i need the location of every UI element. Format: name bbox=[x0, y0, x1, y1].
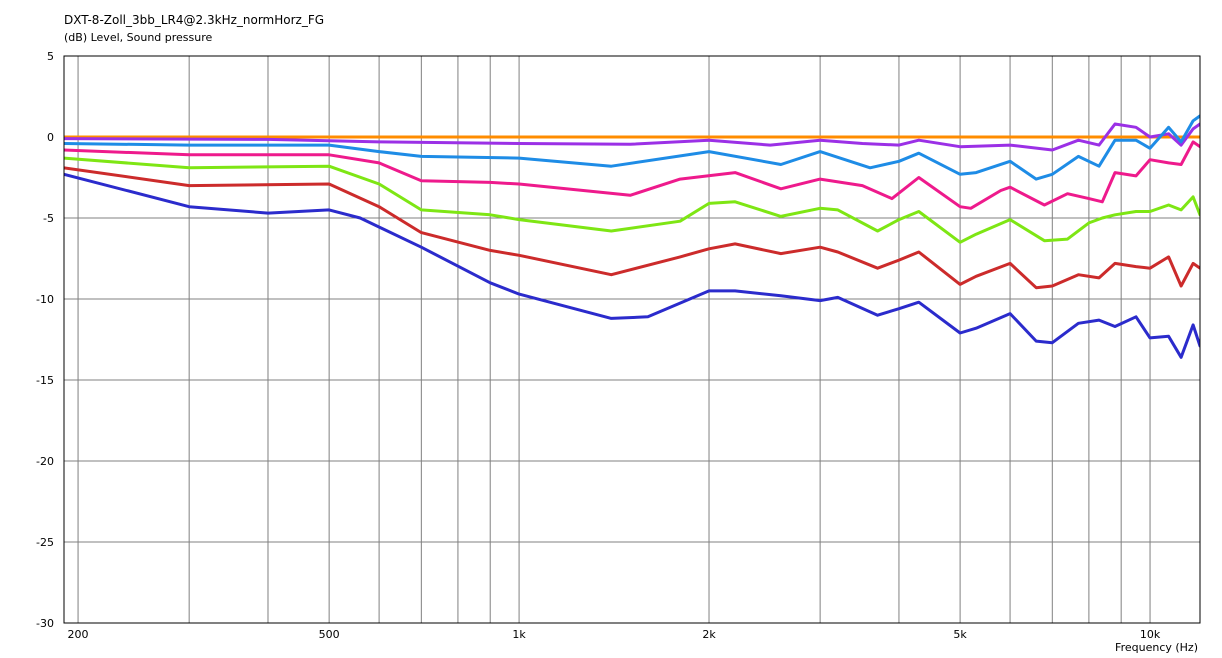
x-axis-label: Frequency (Hz) bbox=[1115, 641, 1198, 654]
x-tick-label: 5k bbox=[953, 628, 967, 641]
y-axis-label: (dB) Level, Sound pressure bbox=[64, 31, 213, 44]
x-tick-label: 10k bbox=[1140, 628, 1161, 641]
tick-labels: 5 0 -5 -10 -15 -20 -25 -30 200 500 1k 2k 5k 10k bbox=[36, 50, 1161, 641]
series-line-7 bbox=[64, 172, 1200, 359]
x-tick-label: 2k bbox=[702, 628, 716, 641]
series-line-4 bbox=[64, 140, 1200, 210]
grid-lines bbox=[64, 55, 1200, 624]
y-tick-label: -10 bbox=[36, 293, 54, 306]
series-line-6 bbox=[64, 166, 1200, 290]
x-tick-label: 200 bbox=[68, 628, 89, 641]
y-tick-label: 0 bbox=[47, 131, 54, 144]
y-tick-label: -5 bbox=[43, 212, 54, 225]
y-tick-label: 5 bbox=[47, 50, 54, 63]
y-tick-label: -15 bbox=[36, 374, 54, 387]
series-line-2 bbox=[64, 122, 1200, 152]
y-tick-label: -20 bbox=[36, 455, 54, 468]
plot-frame bbox=[63, 55, 1201, 624]
chart-title: DXT-8-Zoll_3bb_LR4@2.3kHz_normHorz_FG bbox=[64, 13, 325, 27]
x-tick-label: 500 bbox=[319, 628, 340, 641]
x-tick-label: 1k bbox=[512, 628, 526, 641]
y-tick-label: -25 bbox=[36, 536, 54, 549]
series-line-3 bbox=[64, 114, 1200, 181]
series-line-5 bbox=[64, 156, 1200, 244]
series-lines bbox=[64, 114, 1200, 359]
y-tick-label: -30 bbox=[36, 617, 54, 630]
